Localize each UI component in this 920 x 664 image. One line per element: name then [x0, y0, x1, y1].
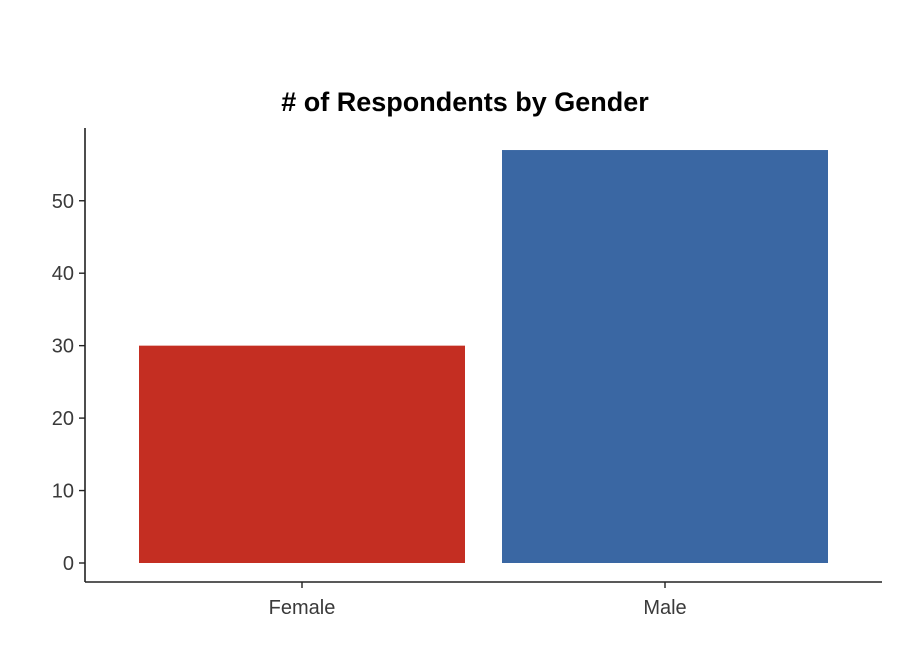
x-tick-label: Female [269, 597, 336, 619]
y-tick-label: 50 [52, 191, 74, 213]
y-axis: 0 10 20 30 40 50 [52, 128, 86, 582]
chart-title: # of Respondents by Gender [281, 87, 649, 117]
bars-group [139, 150, 828, 563]
x-tick-label: Male [643, 597, 686, 619]
y-tick-label: 40 [52, 263, 74, 285]
y-tick-label: 20 [52, 408, 74, 430]
bar-female [139, 345, 465, 563]
bar-male [502, 150, 828, 563]
y-tick-label: 10 [52, 481, 74, 503]
y-tick-label: 0 [63, 553, 74, 575]
x-axis: Female Male [85, 581, 882, 619]
y-tick-label: 30 [52, 336, 74, 358]
